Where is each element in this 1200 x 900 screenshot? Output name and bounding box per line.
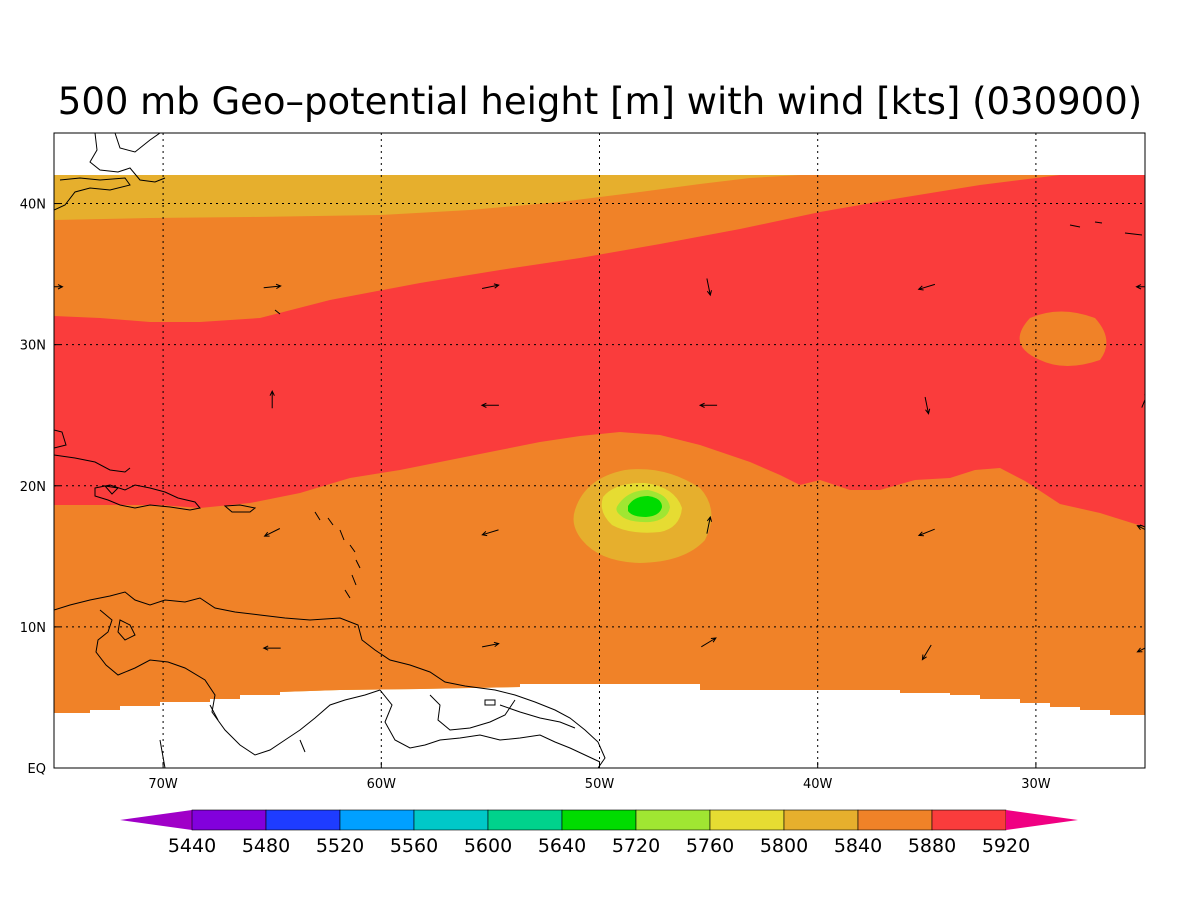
wind-arrow [917,528,935,537]
wind-arrow [1135,284,1145,290]
lon-tick-label: 30W [1021,777,1051,792]
wind-arrow [921,644,932,661]
colorbar-swatch [487,809,563,831]
colorbar-swatch [931,809,1007,831]
colorbar-high-triangle [1006,810,1078,830]
wind-arrow [54,284,64,290]
colorbar-swatch [709,809,785,831]
colorbar-label: 5440 [168,835,216,857]
lon-tick-label: 50W [585,777,615,792]
wind-arrow [924,396,931,415]
wind-arrow [701,637,717,648]
colorbar-swatch [339,809,415,831]
colorbar-swatch [783,809,859,831]
colorbar-label: 5720 [612,835,660,857]
wind-arrow [269,390,275,409]
lon-tick-label: 70W [148,777,178,792]
colorbar-low-triangle [120,810,192,830]
map-axes: 70W 60W 50W 40W 30W 40N 30N 20N 10N EQ [20,198,1051,792]
wind-arrow [706,515,712,534]
colorbar-label: 5560 [390,835,438,857]
wind-arrow [262,645,281,651]
colorbar-swatch [413,809,489,831]
wind-arrow [917,283,936,291]
map-gridlines [54,133,1145,768]
colorbar-label: 5480 [242,835,290,857]
lon-tick-label: 40W [803,777,833,792]
colorbar-swatch [265,809,341,831]
colorbar-label: 5880 [908,835,956,857]
height-band-5640-5720 [628,496,662,517]
wind-arrow [706,278,712,297]
wind-arrow [482,641,500,648]
colorbar-swatch [857,809,933,831]
map-plot-area [54,133,1145,768]
chart-title: 500 mb Geo–potential height [m] with win… [58,80,1142,123]
colorbar-label: 5520 [316,835,364,857]
colorbar-label: 5640 [538,835,586,857]
wind-arrow [481,283,500,289]
lon-tick-label: 60W [367,777,397,792]
wind-arrow [481,529,499,537]
colorbar-label: 5920 [982,835,1030,857]
coastlines [54,133,1145,768]
lat-tick-label: 10N [20,621,46,636]
wind-arrow [1136,525,1145,531]
lat-tick-label: EQ [28,762,46,777]
colorbar-label: 5800 [760,835,808,857]
wind-arrow [1136,647,1145,653]
lat-tick-label: 30N [20,339,46,354]
colorbar: 5440 5480 5520 5560 5600 5640 5720 5760 5800 5840… [120,809,1078,857]
wind-arrow [480,402,499,408]
wind-arrow [1141,394,1145,408]
lat-tick-label: 20N [20,480,46,495]
colorbar-swatch [635,809,711,831]
wind-vector-layer [54,278,1145,661]
colorbar-label: 5840 [834,835,882,857]
colorbar-label: 5760 [686,835,734,857]
wind-arrow [698,402,718,408]
colorbar-swatch [561,809,637,831]
colorbar-swatch [191,809,267,831]
lat-tick-label: 40N [20,198,46,213]
wind-arrow [263,283,282,290]
colorbar-label: 5600 [464,835,512,857]
wind-arrow [263,528,281,537]
height-band-5840-5880-high [1019,311,1107,366]
